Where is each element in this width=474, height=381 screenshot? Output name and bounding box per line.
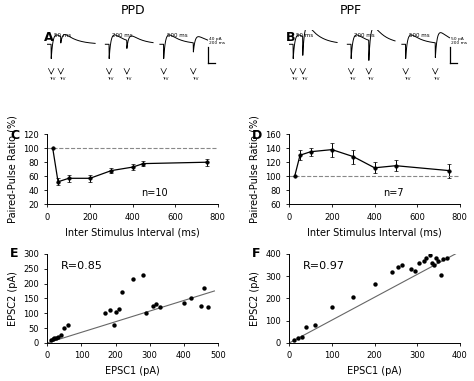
Point — [430, 262, 438, 268]
Text: n=7: n=7 — [383, 188, 404, 198]
Point — [57, 333, 65, 339]
Point — [61, 325, 68, 331]
Point — [311, 322, 319, 328]
Text: 50 ms: 50 ms — [54, 33, 72, 38]
Point — [149, 303, 157, 309]
Point — [294, 335, 301, 341]
Point — [115, 306, 123, 312]
Point — [110, 322, 118, 328]
Point — [435, 258, 442, 264]
Point — [328, 304, 336, 311]
Point — [153, 301, 160, 307]
Y-axis label: EPSC2 (pA): EPSC2 (pA) — [8, 271, 18, 326]
Point — [180, 300, 188, 306]
Point — [64, 322, 72, 328]
Text: TrV: TrV — [434, 77, 440, 81]
Point — [187, 295, 194, 301]
Text: PPF: PPF — [340, 4, 362, 17]
Point — [139, 272, 146, 278]
Text: 40 pA
200 ms: 40 pA 200 ms — [210, 37, 225, 45]
Text: TrV: TrV — [404, 77, 410, 81]
Text: TrV: TrV — [125, 77, 132, 81]
Point — [156, 304, 164, 311]
Point — [349, 294, 357, 300]
Point — [52, 335, 60, 341]
Point — [298, 334, 306, 340]
Point — [371, 281, 378, 287]
Point — [433, 255, 440, 261]
Text: R=0.97: R=0.97 — [303, 261, 345, 271]
Point — [388, 269, 395, 275]
Text: TrV: TrV — [59, 77, 65, 81]
Point — [420, 258, 428, 264]
Text: TrV: TrV — [292, 77, 298, 81]
Point — [107, 307, 114, 313]
Y-axis label: Paired-Pulse Ratio (%): Paired-Pulse Ratio (%) — [8, 115, 18, 223]
X-axis label: Inter Stimulus Interval (ms): Inter Stimulus Interval (ms) — [307, 227, 442, 237]
Text: TrV: TrV — [367, 77, 374, 81]
Point — [394, 264, 402, 270]
Point — [428, 260, 436, 266]
Point — [197, 303, 205, 309]
Point — [112, 309, 119, 315]
Point — [50, 335, 58, 341]
Text: C: C — [10, 129, 19, 142]
Text: TrV: TrV — [162, 77, 168, 81]
Text: E: E — [10, 247, 18, 260]
Point — [49, 336, 56, 343]
Point — [54, 334, 62, 340]
Text: F: F — [252, 247, 260, 260]
Text: 50 ms: 50 ms — [296, 33, 313, 38]
Point — [411, 267, 419, 274]
X-axis label: Inter Stimulus Interval (ms): Inter Stimulus Interval (ms) — [65, 227, 200, 237]
Text: TrV: TrV — [301, 77, 308, 81]
Text: B: B — [286, 31, 295, 44]
Point — [443, 255, 451, 261]
Point — [143, 310, 150, 316]
Text: 200 ms: 200 ms — [354, 33, 375, 38]
Text: TrV: TrV — [349, 77, 356, 81]
Point — [422, 255, 429, 261]
Point — [399, 262, 406, 268]
Point — [416, 260, 423, 266]
Point — [204, 304, 211, 311]
Text: TrV: TrV — [191, 77, 198, 81]
Text: 200 ms: 200 ms — [112, 33, 133, 38]
Text: 500 ms: 500 ms — [409, 33, 429, 38]
Text: R=0.85: R=0.85 — [61, 261, 103, 271]
Point — [290, 336, 297, 343]
X-axis label: EPSC1 (pA): EPSC1 (pA) — [105, 366, 160, 376]
Point — [302, 324, 310, 330]
Text: D: D — [252, 129, 262, 142]
Point — [101, 310, 109, 316]
Point — [47, 337, 55, 343]
Point — [201, 285, 208, 291]
Point — [129, 276, 137, 282]
Y-axis label: Paired-Pulse Ratio (%): Paired-Pulse Ratio (%) — [250, 115, 260, 223]
Text: PPD: PPD — [120, 4, 145, 17]
Point — [439, 256, 447, 263]
Text: n=10: n=10 — [141, 188, 168, 198]
Text: TrV: TrV — [49, 77, 56, 81]
Text: TrV: TrV — [108, 77, 114, 81]
Point — [118, 290, 126, 296]
Text: 50 pA
200 ms: 50 pA 200 ms — [451, 37, 467, 45]
Y-axis label: EPSC2 (pA): EPSC2 (pA) — [250, 271, 260, 326]
Point — [407, 266, 415, 272]
X-axis label: EPSC1 (pA): EPSC1 (pA) — [347, 366, 402, 376]
Text: 500 ms: 500 ms — [167, 33, 187, 38]
Text: A: A — [44, 31, 54, 44]
Point — [437, 272, 445, 278]
Point — [426, 252, 434, 258]
